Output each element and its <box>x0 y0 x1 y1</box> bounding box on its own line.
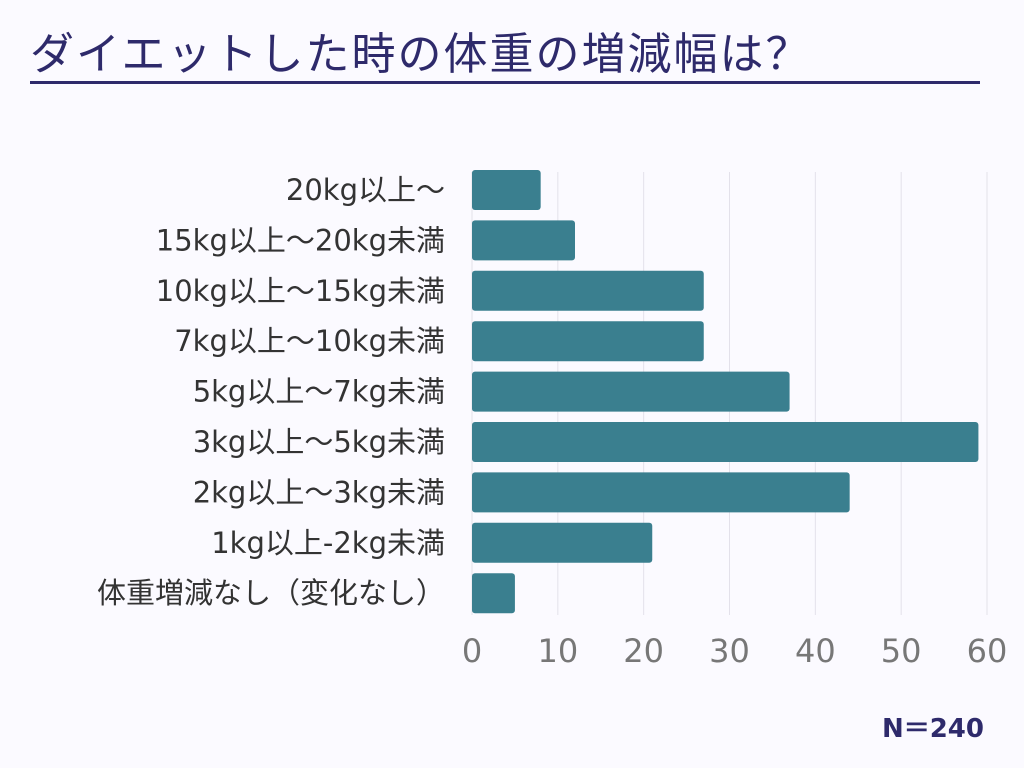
category-label: 体重増減なし（変化なし） <box>97 576 445 610</box>
bar <box>472 170 541 210</box>
x-tick-label: 50 <box>881 632 922 670</box>
x-tick-labels: 0 10 20 30 40 50 60 <box>462 632 1008 670</box>
category-label: 15kg以上～20kg未満 <box>156 223 445 257</box>
chart-title: ダイエットした時の体重の増減幅は？ <box>30 29 812 80</box>
x-tick-label: 10 <box>537 632 578 670</box>
title-underline <box>30 81 980 84</box>
bar <box>472 270 704 311</box>
category-label: 2kg以上～3kg未満 <box>193 475 445 509</box>
category-label: 5kg以上～7kg未満 <box>193 375 445 409</box>
bar <box>472 472 850 513</box>
x-tick-label: 20 <box>623 632 664 670</box>
category-label: 3kg以上～5kg未満 <box>193 425 445 459</box>
x-tick-label: 60 <box>967 632 1008 670</box>
bar-chart: 20kg以上～ 15kg以上～20kg未満 10kg以上～15kg未満 7kg以上～1… <box>97 170 1008 670</box>
bar <box>472 321 704 362</box>
category-label: 1kg以上-2kg未満 <box>211 526 445 560</box>
bar <box>472 371 790 412</box>
sample-size-note: N＝240 <box>881 714 984 744</box>
category-label: 10kg以上～15kg未満 <box>156 274 445 308</box>
bar <box>472 422 979 462</box>
x-tick-label: 0 <box>462 632 482 670</box>
bar <box>472 220 575 261</box>
category-labels: 20kg以上～ 15kg以上～20kg未満 10kg以上～15kg未満 7kg以上～1… <box>97 173 445 610</box>
x-tick-label: 40 <box>795 632 836 670</box>
bar <box>472 573 515 614</box>
bar <box>472 522 653 563</box>
category-label: 20kg以上～ <box>286 173 445 207</box>
x-tick-label: 30 <box>709 632 750 670</box>
bars <box>472 170 979 614</box>
category-label: 7kg以上～10kg未満 <box>174 324 445 358</box>
